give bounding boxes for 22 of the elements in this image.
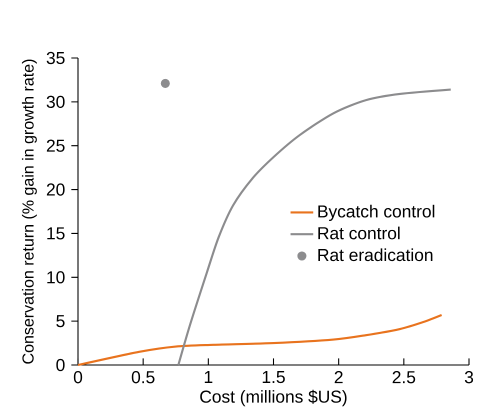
y-tick-label: 35 [46,52,65,64]
line-series [76,314,443,366]
x-tick-label: 0.5 [132,371,154,384]
x-tick-label: 1.5 [262,371,285,384]
x-axis-title: Cost (millions $US) [200,390,347,406]
y-tick-label: 5 [56,315,65,328]
y-tick-label: 0 [56,358,65,372]
legend-label: Bycatch control [318,204,434,221]
y-tick-label: 15 [47,227,65,240]
legend-label: Rat control [318,226,400,240]
line-series [177,88,452,366]
x-tick-label: 1 [204,371,212,383]
y-tick-label: 25 [46,140,65,152]
x-tick-label: 3 [464,371,474,384]
x-tick-label: 2 [334,371,343,384]
y-tick-label: 10 [47,271,65,284]
y-axis-title: Conservation return (% gain in growth rate) [22,60,37,364]
y-tick-label: 20 [46,183,65,196]
x-tick-label: 0 [74,371,82,384]
y-tick-label: 30 [46,96,65,108]
legend-label: Rat eradication [318,248,432,262]
x-tick-label: 2.5 [392,371,416,384]
